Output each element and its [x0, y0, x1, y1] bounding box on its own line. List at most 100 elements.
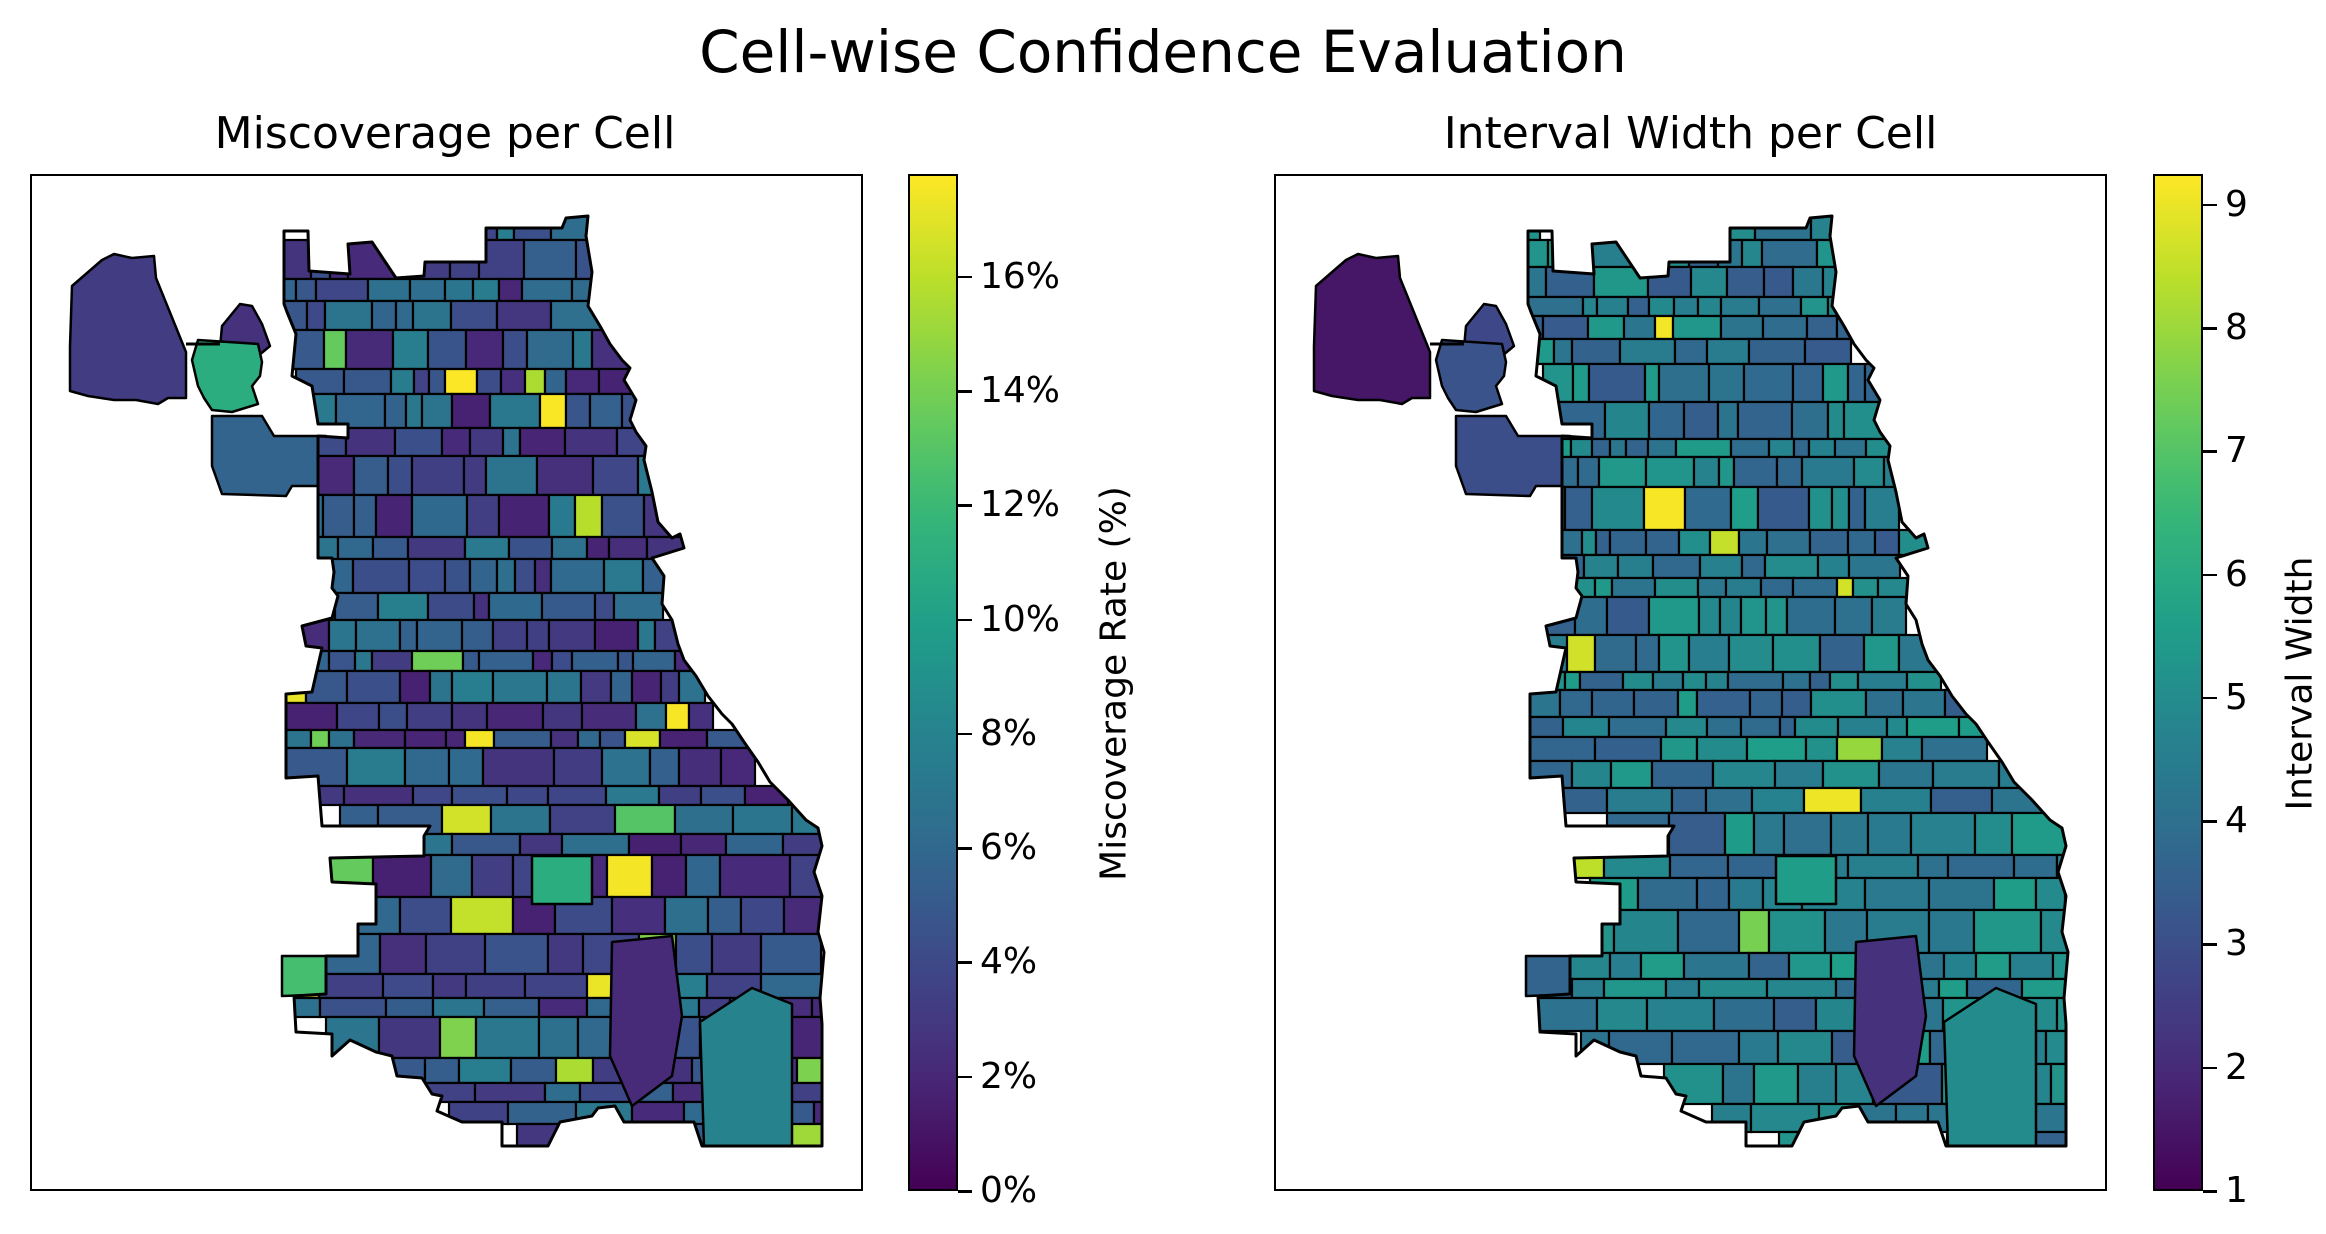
map-cell — [1645, 996, 1716, 1033]
map-cell — [706, 895, 743, 936]
map-cell — [424, 932, 487, 976]
map-cell — [317, 932, 382, 976]
map-cell — [1785, 595, 1837, 637]
map-cell — [431, 996, 486, 1019]
map-cell — [1816, 553, 1851, 580]
colorbar-tick-mark — [2203, 943, 2217, 946]
map-cell — [576, 728, 602, 750]
map-cell — [501, 328, 529, 371]
map-cell — [450, 669, 495, 705]
map-cell — [1737, 528, 1769, 557]
map-cell — [1632, 688, 1680, 719]
map-cell — [1554, 400, 1607, 441]
colorbar-tick-label: 12% — [980, 484, 1061, 526]
map-cell — [1765, 977, 1838, 1000]
map-cell — [1563, 670, 1582, 692]
map-cell — [487, 591, 544, 622]
map-cell — [284, 535, 340, 561]
map-cell — [440, 803, 493, 836]
colorbar-tick-mark — [958, 1190, 972, 1193]
map-cell — [788, 853, 824, 899]
map-cell — [1852, 455, 1886, 489]
map-cell — [491, 618, 529, 653]
map-cell — [1747, 337, 1807, 366]
map-cell — [505, 784, 550, 807]
map-cell — [547, 493, 577, 539]
map-cell — [429, 853, 474, 899]
map-cell — [1771, 633, 1822, 674]
map-cell — [1576, 455, 1601, 489]
map-cell — [463, 535, 511, 561]
colorbar-tick-label: 8 — [2225, 307, 2248, 349]
map-cell — [450, 832, 522, 857]
map-cell — [573, 493, 604, 539]
left-map-axes — [30, 174, 863, 1191]
map-cell — [1646, 437, 1678, 459]
map-cell — [1826, 400, 1846, 441]
map-cell — [377, 701, 409, 732]
map-cell — [1942, 951, 1978, 981]
map-cell — [1852, 934, 1928, 1108]
map-cell — [1565, 633, 1597, 674]
colorbar-tick-label: 10% — [980, 598, 1061, 640]
map-cell — [1905, 715, 1961, 739]
map-cell — [533, 557, 553, 595]
map-cell — [1707, 362, 1746, 404]
map-cell — [1973, 811, 2014, 857]
map-cell — [1972, 908, 2043, 955]
map-cell — [403, 728, 448, 750]
map-cell — [1803, 337, 1853, 366]
map-cell — [450, 701, 489, 732]
map-cell — [284, 238, 313, 281]
map-cell — [323, 299, 374, 332]
map-cell — [1750, 786, 1806, 815]
map-cell — [366, 277, 412, 303]
map-cell — [1582, 553, 1620, 580]
map-cell — [1942, 986, 2038, 1146]
map-cell — [2020, 977, 2068, 1000]
map-cell — [314, 277, 370, 303]
map-cell — [1558, 786, 1609, 815]
map-cell — [1727, 876, 1765, 912]
map-cell — [408, 277, 447, 303]
map-cell — [552, 746, 604, 788]
map-cell — [1602, 977, 1668, 1000]
map-cell — [1708, 528, 1741, 557]
map-cell — [1864, 688, 1905, 719]
right-panel-title: Interval Width per Cell — [1443, 108, 1938, 159]
map-cell — [1774, 854, 1838, 906]
map-cell — [406, 535, 467, 561]
map-cell — [1931, 759, 2001, 790]
map-cell — [664, 701, 691, 732]
map-cell — [342, 784, 415, 807]
map-cell — [440, 426, 472, 458]
map-cell — [345, 669, 402, 705]
map-cell — [284, 784, 346, 807]
map-cell — [468, 557, 499, 595]
map-cell — [648, 746, 681, 788]
map-cell — [497, 493, 551, 539]
map-cell — [1612, 908, 1680, 955]
map-cell — [471, 277, 501, 303]
map-cell — [1698, 553, 1744, 580]
map-cell — [1671, 314, 1723, 341]
map-cell — [344, 426, 397, 458]
colorbar-tick-mark — [2203, 1066, 2217, 1070]
map-cell — [1729, 485, 1760, 532]
map-cell — [1651, 670, 1685, 692]
map-cell — [1643, 362, 1661, 404]
colorbar-tick-label: 7 — [2225, 430, 2248, 472]
map-cell — [352, 493, 378, 539]
map-cell — [1737, 1029, 1780, 1066]
map-cell — [68, 252, 188, 406]
map-cell — [1657, 633, 1691, 674]
map-cell — [1682, 951, 1751, 981]
map-cell — [1590, 437, 1612, 459]
map-cell — [1647, 295, 1676, 318]
map-cell — [1454, 414, 1572, 498]
map-cell — [352, 454, 390, 497]
map-cell — [600, 493, 646, 539]
map-cell — [1863, 876, 1931, 912]
map-cell — [687, 701, 715, 732]
colorbar-tick-label: 3 — [2225, 923, 2248, 965]
